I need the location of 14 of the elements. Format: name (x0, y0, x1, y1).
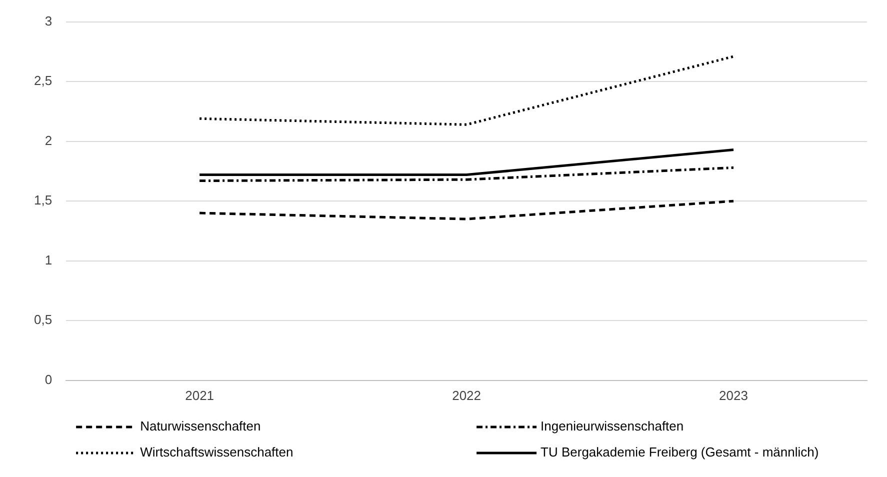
y-tick-label: 1,5 (34, 192, 52, 208)
legend-label: TU Bergakademie Freiberg (Gesamt - männlich) (540, 444, 819, 460)
y-tick-label: 1 (44, 252, 52, 268)
legend-label: Wirtschaftswissenschaften (140, 444, 294, 460)
x-tick-label: 2022 (452, 388, 481, 403)
y-tick-label: 0,5 (34, 312, 52, 328)
x-tick-label: 2023 (719, 388, 748, 403)
y-tick-label: 2,5 (34, 73, 52, 88)
x-tick-label: 2021 (185, 388, 214, 403)
y-tick-label: 3 (44, 13, 52, 28)
legend-label: Ingenieurwissenschaften (540, 418, 684, 434)
y-tick-label: 2 (44, 132, 52, 148)
y-tick-label: 0 (44, 372, 52, 387)
legend-label: Naturwissenschaften (140, 418, 261, 434)
